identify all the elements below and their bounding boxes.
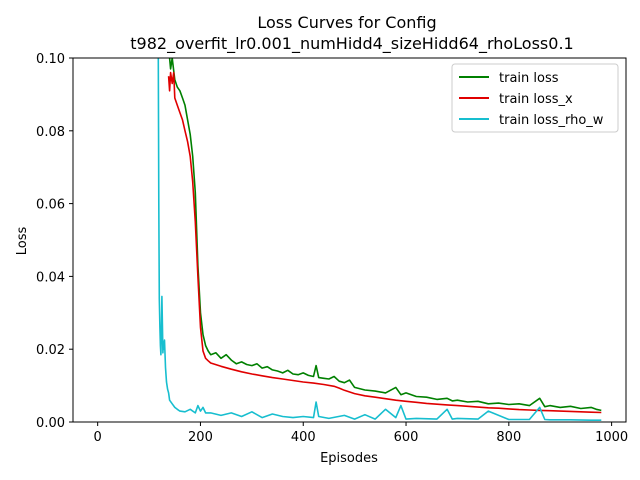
legend-item-train-loss-x-label: train loss_x	[499, 92, 573, 107]
y-tick-label: 0.06	[36, 198, 65, 213]
train-loss-rho-w-line	[157, 58, 602, 422]
legend-item-train-loss-label: train loss	[499, 71, 559, 86]
y-tick-label: 0.00	[36, 416, 65, 431]
y-tick-label: 0.08	[36, 125, 65, 140]
x-tick-label: 800	[496, 430, 521, 445]
x-tick-label: 400	[291, 430, 316, 445]
y-axis-ticks: 0.00 0.02 0.04 0.06 0.08 0.10	[36, 52, 73, 431]
x-tick-label: 1000	[595, 430, 628, 445]
y-tick-label: 0.10	[36, 52, 65, 67]
legend-box	[451, 63, 619, 133]
series-layer	[157, 58, 602, 422]
y-tick-label: 0.04	[36, 270, 65, 285]
x-tick-label: 0	[94, 430, 102, 445]
train-loss-x-line	[167, 71, 602, 414]
chart-subtitle: t982_overfit_lr0.001_numHidd4_sizeHidd64…	[130, 34, 573, 54]
y-axis-label: Loss	[15, 227, 30, 256]
legend-item-train-loss-rho-w-label: train loss_rho_w	[499, 113, 604, 128]
y-tick-label: 0.02	[36, 343, 65, 358]
x-axis-label: Episodes	[320, 451, 378, 466]
x-tick-label: 600	[394, 430, 419, 445]
x-axis-ticks: 0 200 400 600 800 1000	[94, 422, 628, 445]
chart-title: Loss Curves for Config	[257, 13, 436, 32]
x-tick-label: 200	[188, 430, 213, 445]
plot-frame	[72, 57, 627, 423]
